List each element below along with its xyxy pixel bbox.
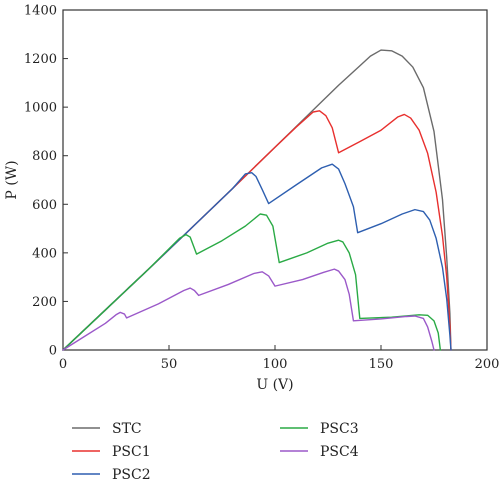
series-line-psc4 — [62, 268, 435, 351]
y-tick-label: 1400 — [24, 4, 57, 19]
series-line-psc3 — [62, 213, 442, 351]
series-line-stc — [62, 49, 452, 351]
y-tick-label: 1000 — [24, 101, 57, 116]
y-tick-label: 200 — [32, 295, 57, 310]
legend-label-psc1: PSC1 — [112, 444, 151, 460]
legend-label-psc2: PSC2 — [112, 467, 151, 483]
legend: STC PSC1 PSC2 PSC3 PSC4 — [72, 421, 359, 483]
legend-label-psc4: PSC4 — [320, 444, 359, 460]
x-tick-label: 100 — [263, 357, 288, 372]
x-tick-label: 200 — [475, 357, 500, 372]
legend-label-stc: STC — [112, 421, 142, 437]
series-line-psc2 — [62, 163, 452, 351]
y-tick-label: 400 — [32, 246, 57, 261]
y-tick-label: 1200 — [24, 52, 57, 67]
x-axis-title: U (V) — [256, 377, 293, 393]
y-tick-label: 600 — [32, 198, 57, 213]
x-tick-label: 150 — [369, 357, 394, 372]
legend-label-psc3: PSC3 — [320, 421, 359, 437]
x-tick-label: 0 — [59, 357, 67, 372]
y-tick-label: 800 — [32, 149, 57, 164]
series-line-psc1 — [62, 110, 452, 351]
y-tick-label: 0 — [49, 344, 57, 359]
y-axis-title: P (W) — [4, 160, 20, 199]
plot-frame — [62, 9, 488, 351]
x-tick-label: 50 — [161, 357, 178, 372]
